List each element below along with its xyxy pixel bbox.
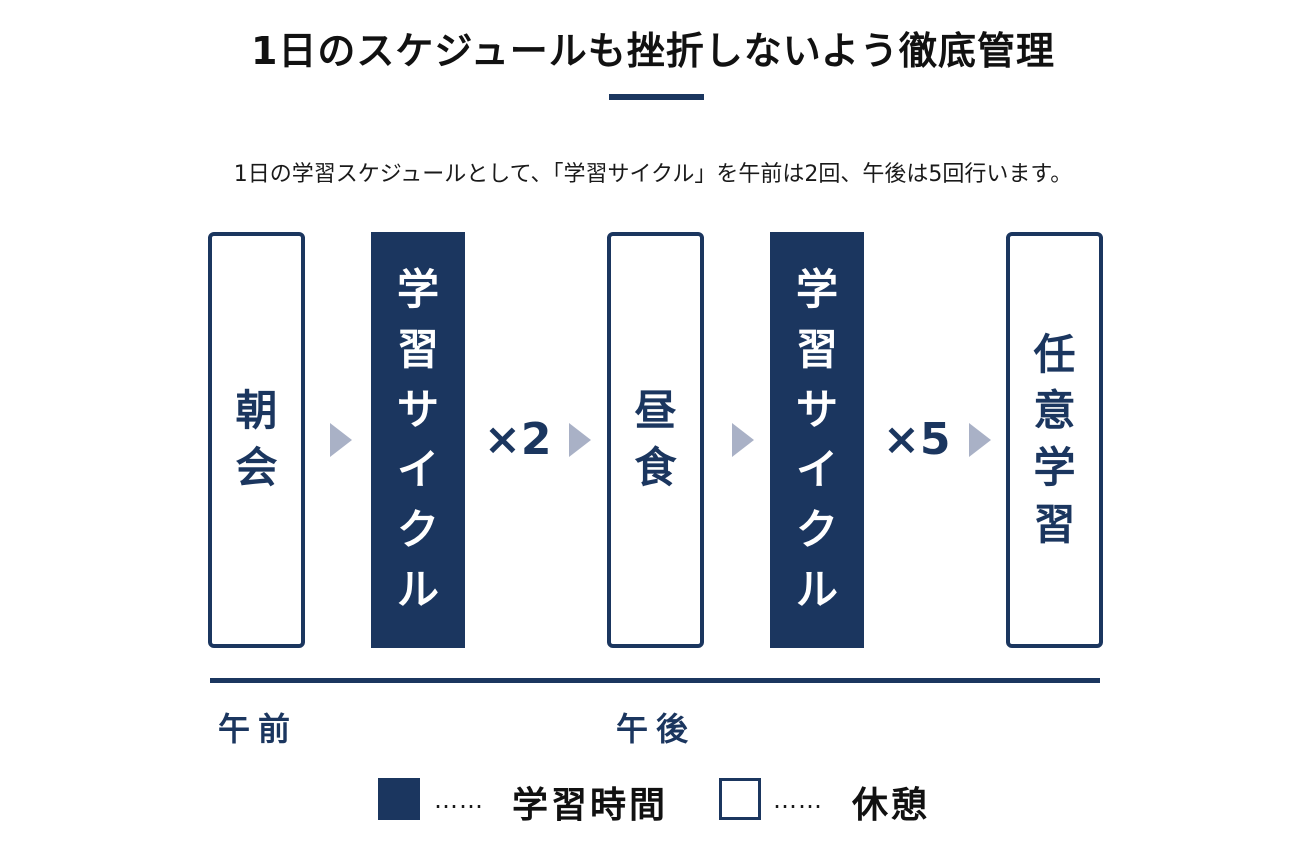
step-label: 任意学習: [1033, 329, 1076, 549]
multiplier-morning: ×2: [484, 414, 552, 465]
multiplier-afternoon: ×5: [883, 414, 951, 465]
page-title: 1日のスケジュールも挫折しないよう徹底管理: [250, 29, 1056, 73]
legend-study-label: 学習時間: [512, 785, 669, 826]
title-underline: [609, 94, 704, 100]
step-study-cycle-morning: 学習サイクル: [371, 232, 465, 648]
arrow-right-icon: [969, 423, 991, 457]
step-label: 学習サイクル: [396, 264, 439, 615]
legend-study-dots: ……: [434, 786, 484, 814]
arrow-right-icon: [732, 423, 754, 457]
arrow-right-icon: [330, 423, 352, 457]
step-label: 朝会: [235, 386, 278, 492]
step-optional-study: 任意学習: [1006, 232, 1103, 648]
legend-rest-swatch: [719, 778, 761, 820]
period-morning: 午前: [218, 710, 299, 748]
legend-study-swatch: [378, 778, 420, 820]
legend-rest-label: 休憩: [852, 785, 931, 826]
step-label: 昼食: [634, 386, 677, 492]
timeline-bar: [210, 678, 1100, 683]
page-subtitle: 1日の学習スケジュールとして、「学習サイクル」を午前は2回、午後は5回行います。: [233, 162, 1073, 187]
step-study-cycle-afternoon: 学習サイクル: [770, 232, 864, 648]
step-lunch: 昼食: [607, 232, 704, 648]
period-afternoon: 午後: [616, 710, 697, 748]
legend-rest-dots: ……: [773, 786, 823, 814]
arrow-right-icon: [569, 423, 591, 457]
step-label: 学習サイクル: [795, 264, 838, 615]
step-morning-meeting: 朝会: [208, 232, 305, 648]
